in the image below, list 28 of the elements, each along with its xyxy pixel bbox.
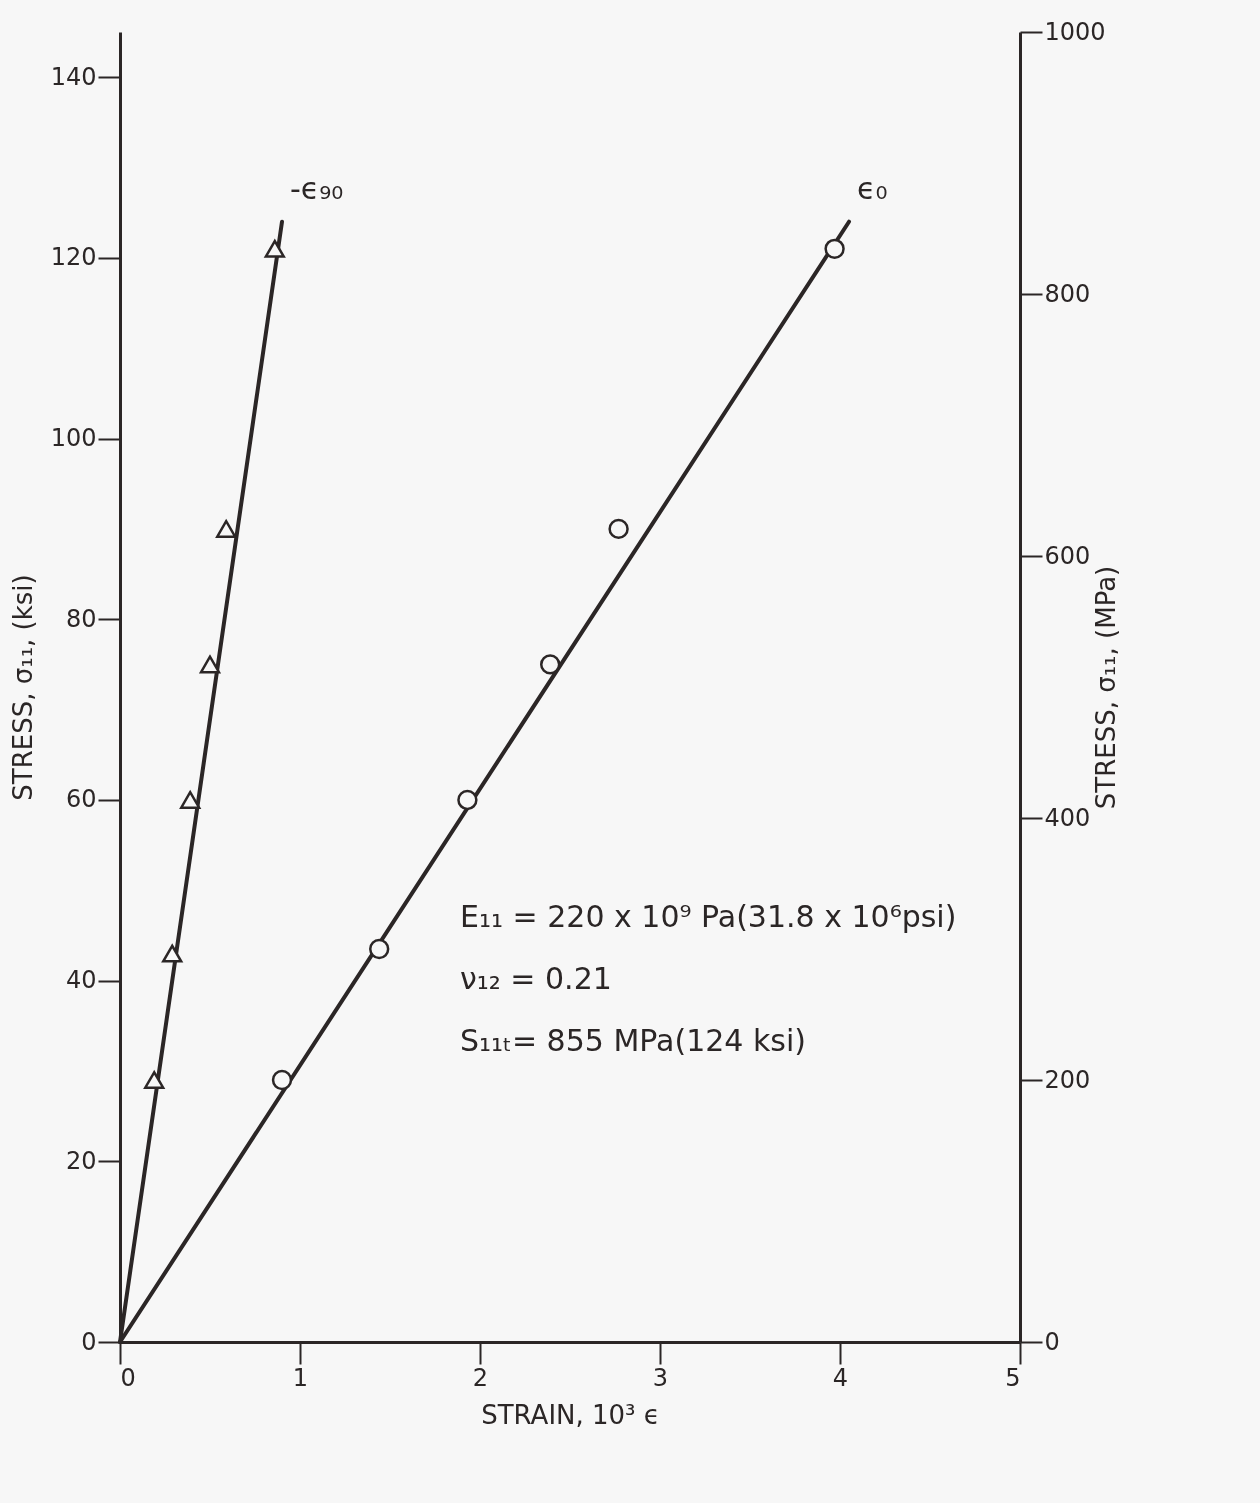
x-tick-label: 0 (120, 1363, 136, 1392)
y-tick-label: 100 (50, 424, 97, 453)
y-tick-label: 140 (50, 62, 97, 91)
y2-tick-label: 200 (1044, 1065, 1091, 1094)
x-tick-label: 4 (832, 1363, 849, 1392)
y-tick-label: 20 (65, 1146, 97, 1175)
y-tick-label: 0 (81, 1327, 97, 1356)
annotation: E₁₁ = 220 x 10⁹ Pa(31.8 x 10⁶psi) (460, 899, 957, 934)
y2-tick-label: 800 (1044, 279, 1091, 308)
x-tick-label: 2 (472, 1363, 489, 1392)
y2-tick-label: 400 (1044, 803, 1091, 832)
series-label: -ϵ₉₀ (290, 170, 344, 206)
x-tick-label: 5 (1005, 1363, 1021, 1392)
y-tick-label: 60 (65, 785, 97, 814)
y2-tick-label: 600 (1044, 541, 1091, 570)
series-label: ϵ₀ (857, 170, 888, 206)
y-tick-label: 40 (65, 966, 97, 995)
x-axis-title: STRAIN, 10³ ϵ (481, 1399, 660, 1430)
y-tick-label: 120 (50, 243, 97, 272)
y-axis-title: STRESS, σ₁₁, (ksi) (7, 574, 38, 801)
y2-tick-label: 1000 (1044, 17, 1106, 46)
x-tick-label: 1 (292, 1363, 309, 1392)
y2-axis-title: STRESS, σ₁₁, (MPa) (1090, 565, 1121, 810)
x-tick-label: 3 (652, 1363, 669, 1392)
annotation: S₁₁ₜ= 855 MPa(124 ksi) (460, 1023, 806, 1058)
y-tick-label: 80 (65, 604, 97, 633)
y2-tick-label: 0 (1044, 1327, 1060, 1356)
annotation: ν₁₂ = 0.21 (460, 961, 612, 996)
